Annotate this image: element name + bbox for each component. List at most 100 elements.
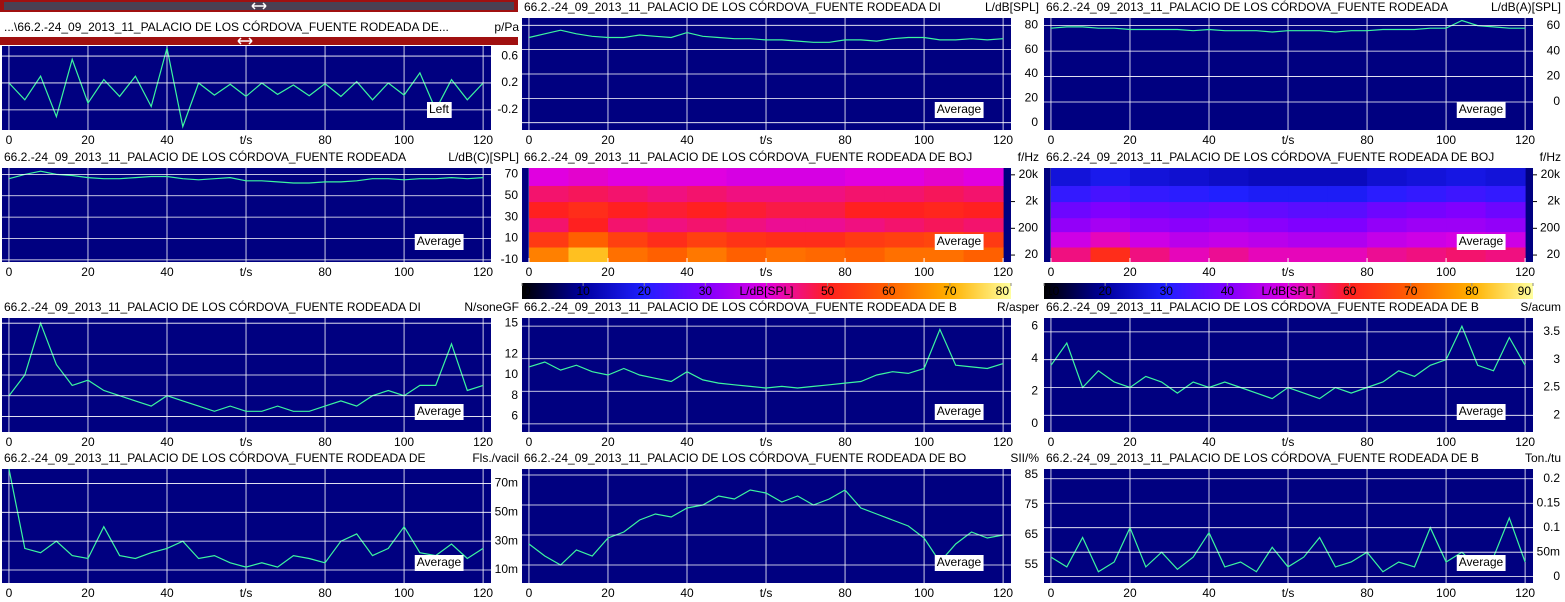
spectrogram-cell bbox=[845, 168, 886, 186]
x-tick-label: 100 bbox=[914, 435, 934, 449]
colorbar-label: 30 bbox=[1160, 284, 1174, 298]
spectrogram-cell bbox=[687, 201, 728, 219]
colorbar-label: 70 bbox=[943, 284, 957, 298]
x-tick-label: t/s bbox=[760, 265, 773, 279]
spectrogram-cell bbox=[1129, 168, 1170, 186]
colorbar-label: 90 bbox=[1518, 284, 1532, 298]
unit-label-bg bbox=[1517, 300, 1564, 316]
x-tick-label: 0 bbox=[6, 265, 13, 279]
x-tick-label: 100 bbox=[914, 265, 934, 279]
panel-title: 66.2.-24_09_2013_11_PALACIO DE LOS CÓRDO… bbox=[1046, 0, 1448, 14]
colorbar-label: 60 bbox=[1343, 284, 1357, 298]
panel-title: 66.2.-24_09_2013_11_PALACIO DE LOS CÓRDO… bbox=[524, 0, 941, 14]
spectrogram-cell bbox=[1485, 168, 1526, 186]
legend-label: Average bbox=[1459, 234, 1504, 248]
colorbar bbox=[522, 283, 1011, 299]
plot-area bbox=[1044, 18, 1533, 130]
y-tick-label: 40 bbox=[1025, 66, 1039, 80]
x-tick-label: 0 bbox=[1048, 265, 1055, 279]
spectrogram-cell bbox=[1050, 185, 1091, 203]
spectrogram-cell bbox=[1248, 168, 1289, 186]
x-tick-label: 40 bbox=[680, 265, 694, 279]
panel-title: 66.2.-24_09_2013_11_PALACIO DE LOS CÓRDO… bbox=[1046, 450, 1479, 465]
x-tick-label: 40 bbox=[1202, 265, 1216, 279]
spectrogram-cell bbox=[1090, 217, 1131, 233]
spectrogram-cell bbox=[845, 217, 886, 233]
y-tick-label: 6 bbox=[511, 409, 518, 423]
spectrogram-cell bbox=[1367, 168, 1408, 186]
unit-label: Ton./tu bbox=[1525, 451, 1561, 465]
colorbar-label: 30 bbox=[699, 284, 713, 298]
spectrogram-cell bbox=[805, 168, 846, 186]
spectrogram-cell bbox=[1090, 247, 1131, 262]
spectrogram-cell bbox=[1288, 231, 1329, 248]
spectrogram-cell bbox=[884, 217, 925, 233]
spectrogram-cell bbox=[766, 217, 807, 233]
spectrogram-cell bbox=[1169, 168, 1210, 186]
spectrogram-cell bbox=[1406, 201, 1447, 219]
spectrogram-cell bbox=[607, 168, 648, 186]
y-tick-label: 80 bbox=[1025, 17, 1039, 31]
spectrogram-cell bbox=[528, 217, 569, 233]
spectrogram-cell bbox=[1209, 168, 1250, 186]
legend-box bbox=[426, 102, 452, 118]
x-tick-label: 120 bbox=[473, 133, 493, 147]
x-tick-label: 80 bbox=[838, 133, 852, 147]
spectrogram-cell bbox=[568, 231, 609, 248]
x-tick-label: 80 bbox=[838, 435, 852, 449]
spectrogram-cell bbox=[1090, 185, 1131, 203]
y-tick-label: 2k bbox=[1547, 194, 1561, 208]
legend-box bbox=[1456, 234, 1506, 250]
colorbar-label: 40 bbox=[1221, 284, 1235, 298]
x-tick-label: t/s bbox=[1282, 435, 1295, 449]
y-tick-label: 40 bbox=[1547, 43, 1561, 57]
spectrogram-cell bbox=[687, 217, 728, 233]
spectrogram-cell bbox=[963, 168, 1004, 186]
panel-title: 66.2.-24_09_2013_11_PALACIO DE LOS CÓRDO… bbox=[524, 299, 957, 314]
spectrogram-cell bbox=[568, 201, 609, 219]
spectrogram-cell bbox=[884, 201, 925, 219]
spectrogram-cell bbox=[805, 185, 846, 203]
spectrogram-cell bbox=[1248, 185, 1289, 203]
x-tick-label: 20 bbox=[81, 265, 95, 279]
spectrogram-cell bbox=[647, 247, 688, 262]
y-tick-label: 2 bbox=[1553, 407, 1560, 421]
y-tick-label: 6 bbox=[1031, 318, 1038, 332]
spectrogram-cell bbox=[687, 168, 728, 186]
y-tick-label: 10 bbox=[505, 231, 519, 245]
y-tick-label: 30m bbox=[495, 533, 518, 547]
x-tick-label: 20 bbox=[1123, 586, 1137, 600]
x-tick-label: 0 bbox=[1048, 133, 1055, 147]
x-tick-label: 100 bbox=[394, 586, 414, 600]
spectrogram-cell bbox=[1367, 217, 1408, 233]
legend-label: Average bbox=[1459, 555, 1504, 569]
spectrogram-cell bbox=[1169, 231, 1210, 248]
spectrogram-cell bbox=[1406, 185, 1447, 203]
spectrogram-cell bbox=[687, 185, 728, 203]
spectrogram-cell bbox=[607, 247, 648, 262]
unit-label-bg bbox=[1487, 0, 1564, 16]
spectrogram-cell bbox=[1367, 185, 1408, 203]
scrollbar[interactable] bbox=[0, 37, 518, 45]
legend-label: Average bbox=[417, 234, 462, 248]
x-tick-label: 100 bbox=[1436, 265, 1456, 279]
spectrogram-cell bbox=[1367, 201, 1408, 219]
legend-box bbox=[934, 234, 984, 250]
x-tick-label: 120 bbox=[473, 265, 493, 279]
y-tick-label: -10 bbox=[501, 252, 519, 266]
spectrogram-cell bbox=[1090, 168, 1131, 186]
y-tick-label: 20 bbox=[1025, 91, 1039, 105]
unit-label: f/Hz bbox=[1540, 150, 1561, 164]
spectrogram-cell bbox=[805, 201, 846, 219]
spectrogram-cell bbox=[963, 201, 1004, 219]
x-tick-label: 100 bbox=[914, 586, 934, 600]
spectrogram-cell bbox=[845, 185, 886, 203]
legend-label: Average bbox=[937, 404, 982, 418]
x-tick-label: 20 bbox=[601, 265, 615, 279]
panel-title: ...\66.2.-24_09_2013_11_PALACIO DE LOS C… bbox=[4, 19, 449, 34]
x-tick-label: t/s bbox=[1282, 265, 1295, 279]
signal-line bbox=[8, 469, 484, 568]
x-tick-label: 80 bbox=[1360, 265, 1374, 279]
x-tick-label: 40 bbox=[1202, 133, 1216, 147]
spectrogram-cell bbox=[647, 185, 688, 203]
